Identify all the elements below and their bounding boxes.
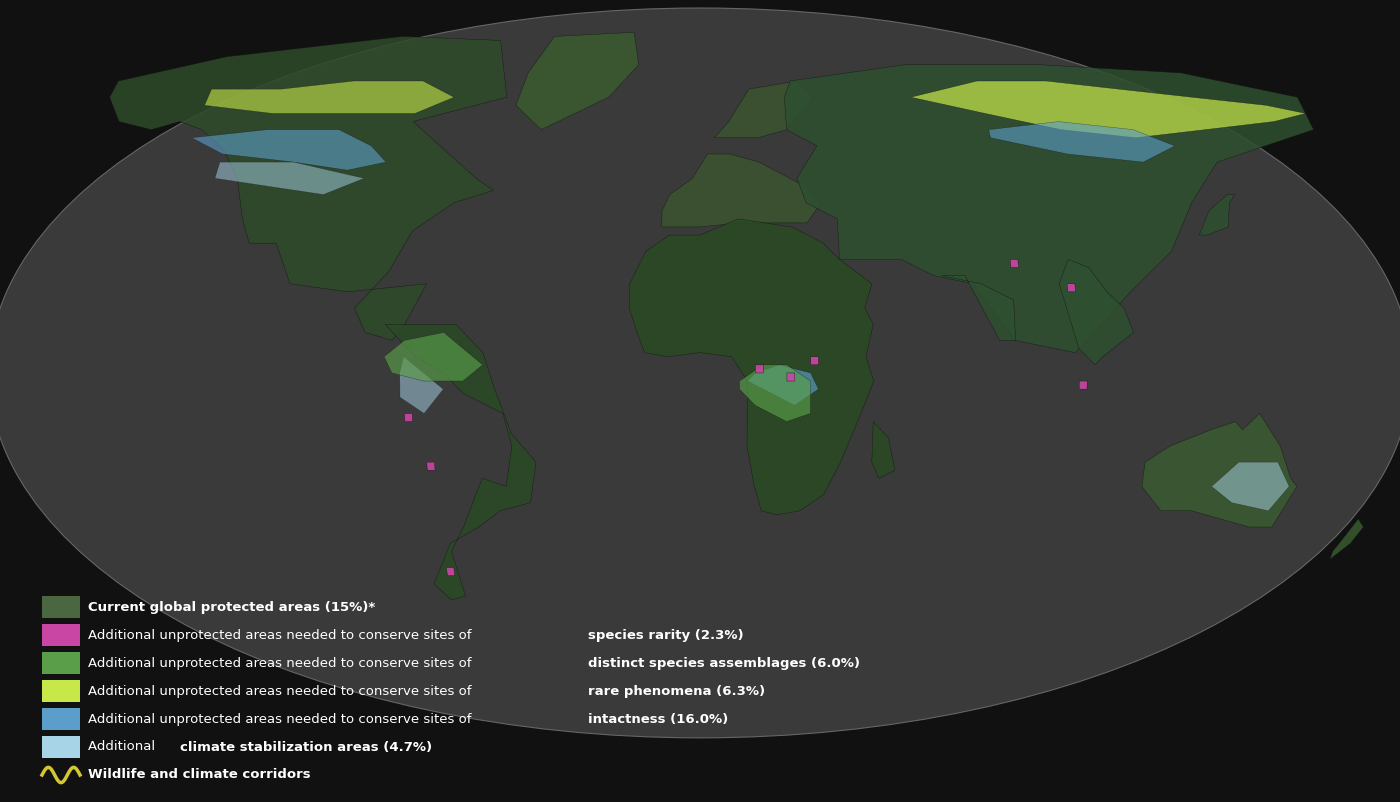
Text: Additional unprotected areas needed to conserve sites of: Additional unprotected areas needed to c…	[88, 629, 476, 642]
Polygon shape	[385, 324, 536, 600]
Polygon shape	[1200, 195, 1235, 235]
FancyBboxPatch shape	[42, 624, 80, 646]
Polygon shape	[517, 32, 638, 130]
Polygon shape	[811, 357, 819, 365]
Polygon shape	[1330, 519, 1364, 560]
Polygon shape	[784, 65, 1313, 353]
Text: Additional: Additional	[88, 740, 160, 754]
Polygon shape	[1079, 381, 1088, 389]
Text: species rarity (2.3%): species rarity (2.3%)	[588, 629, 743, 642]
Polygon shape	[216, 162, 364, 195]
Polygon shape	[748, 365, 819, 405]
Polygon shape	[192, 130, 386, 170]
Polygon shape	[1060, 259, 1134, 365]
Polygon shape	[662, 154, 820, 227]
Polygon shape	[1142, 414, 1296, 527]
FancyBboxPatch shape	[42, 680, 80, 702]
FancyBboxPatch shape	[42, 596, 80, 618]
Polygon shape	[447, 568, 455, 576]
Polygon shape	[988, 122, 1175, 162]
FancyBboxPatch shape	[42, 708, 80, 730]
Polygon shape	[1009, 259, 1019, 268]
Polygon shape	[630, 219, 874, 515]
Text: intactness (16.0%): intactness (16.0%)	[588, 712, 728, 726]
FancyBboxPatch shape	[42, 652, 80, 674]
Polygon shape	[1211, 462, 1289, 511]
Polygon shape	[872, 422, 895, 478]
Text: Wildlife and climate corridors: Wildlife and climate corridors	[88, 768, 311, 781]
Text: climate stabilization areas (4.7%): climate stabilization areas (4.7%)	[181, 740, 433, 754]
Polygon shape	[942, 276, 1015, 341]
Polygon shape	[911, 81, 1306, 138]
Text: Additional unprotected areas needed to conserve sites of: Additional unprotected areas needed to c…	[88, 712, 476, 726]
Text: Additional unprotected areas needed to conserve sites of: Additional unprotected areas needed to c…	[88, 657, 476, 670]
Polygon shape	[1067, 284, 1075, 292]
Polygon shape	[405, 414, 413, 422]
Text: rare phenomena (6.3%): rare phenomena (6.3%)	[588, 684, 766, 698]
Polygon shape	[400, 357, 444, 414]
Polygon shape	[787, 373, 795, 381]
Polygon shape	[109, 36, 507, 341]
Ellipse shape	[0, 8, 1400, 738]
FancyBboxPatch shape	[42, 736, 80, 758]
Text: Additional unprotected areas needed to conserve sites of: Additional unprotected areas needed to c…	[88, 684, 476, 698]
Polygon shape	[427, 462, 435, 470]
Polygon shape	[739, 365, 811, 422]
Polygon shape	[756, 365, 763, 373]
Text: distinct species assemblages (6.0%): distinct species assemblages (6.0%)	[588, 657, 861, 670]
Polygon shape	[714, 81, 812, 138]
Polygon shape	[204, 81, 454, 113]
Text: Current global protected areas (15%)*: Current global protected areas (15%)*	[88, 601, 375, 614]
Polygon shape	[384, 332, 483, 381]
